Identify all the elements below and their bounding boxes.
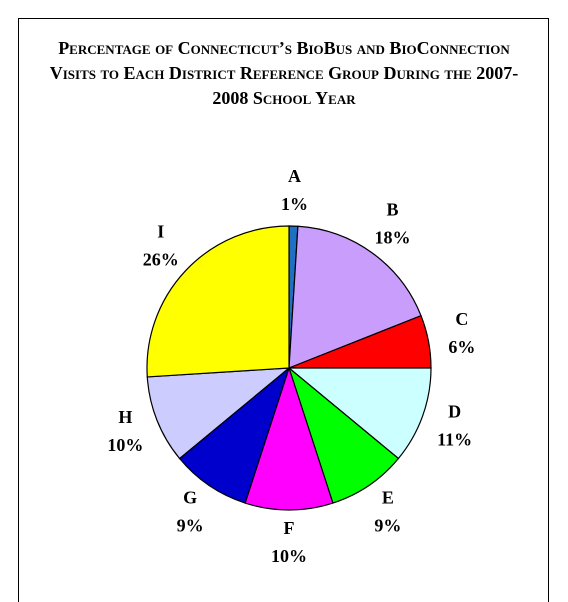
slice-value-label: 10% xyxy=(107,435,143,455)
slice-value-label: 9% xyxy=(177,516,204,536)
pie-slice xyxy=(287,367,432,460)
slice-value-label: 11% xyxy=(437,430,472,450)
slice-label: E xyxy=(382,488,394,508)
pie-slice xyxy=(244,366,334,511)
pie-slice xyxy=(178,366,291,504)
slice-value-label: 18% xyxy=(374,228,410,248)
pie-slice xyxy=(146,225,290,378)
slice-value-label: 6% xyxy=(448,337,475,357)
slice-label: G xyxy=(183,488,197,508)
slice-value-label: 10% xyxy=(271,546,307,566)
chart-title: Percentage of Connecticut’s BioBus and B… xyxy=(49,38,519,108)
chart-frame xyxy=(18,18,549,602)
pie-slice xyxy=(288,225,422,369)
pie-slice xyxy=(287,366,400,504)
pie-slice xyxy=(146,367,291,460)
slice-label: A xyxy=(288,166,301,186)
slice-label: F xyxy=(284,518,295,538)
slice-value-label: 1% xyxy=(281,194,308,214)
slice-label: H xyxy=(118,407,132,427)
slice-label: D xyxy=(448,402,461,422)
slice-value-label: 9% xyxy=(374,516,401,536)
slice-label: I xyxy=(157,222,164,242)
slice-value-label: 26% xyxy=(143,250,179,270)
slice-label: C xyxy=(455,309,468,329)
slice-label: B xyxy=(386,200,398,220)
